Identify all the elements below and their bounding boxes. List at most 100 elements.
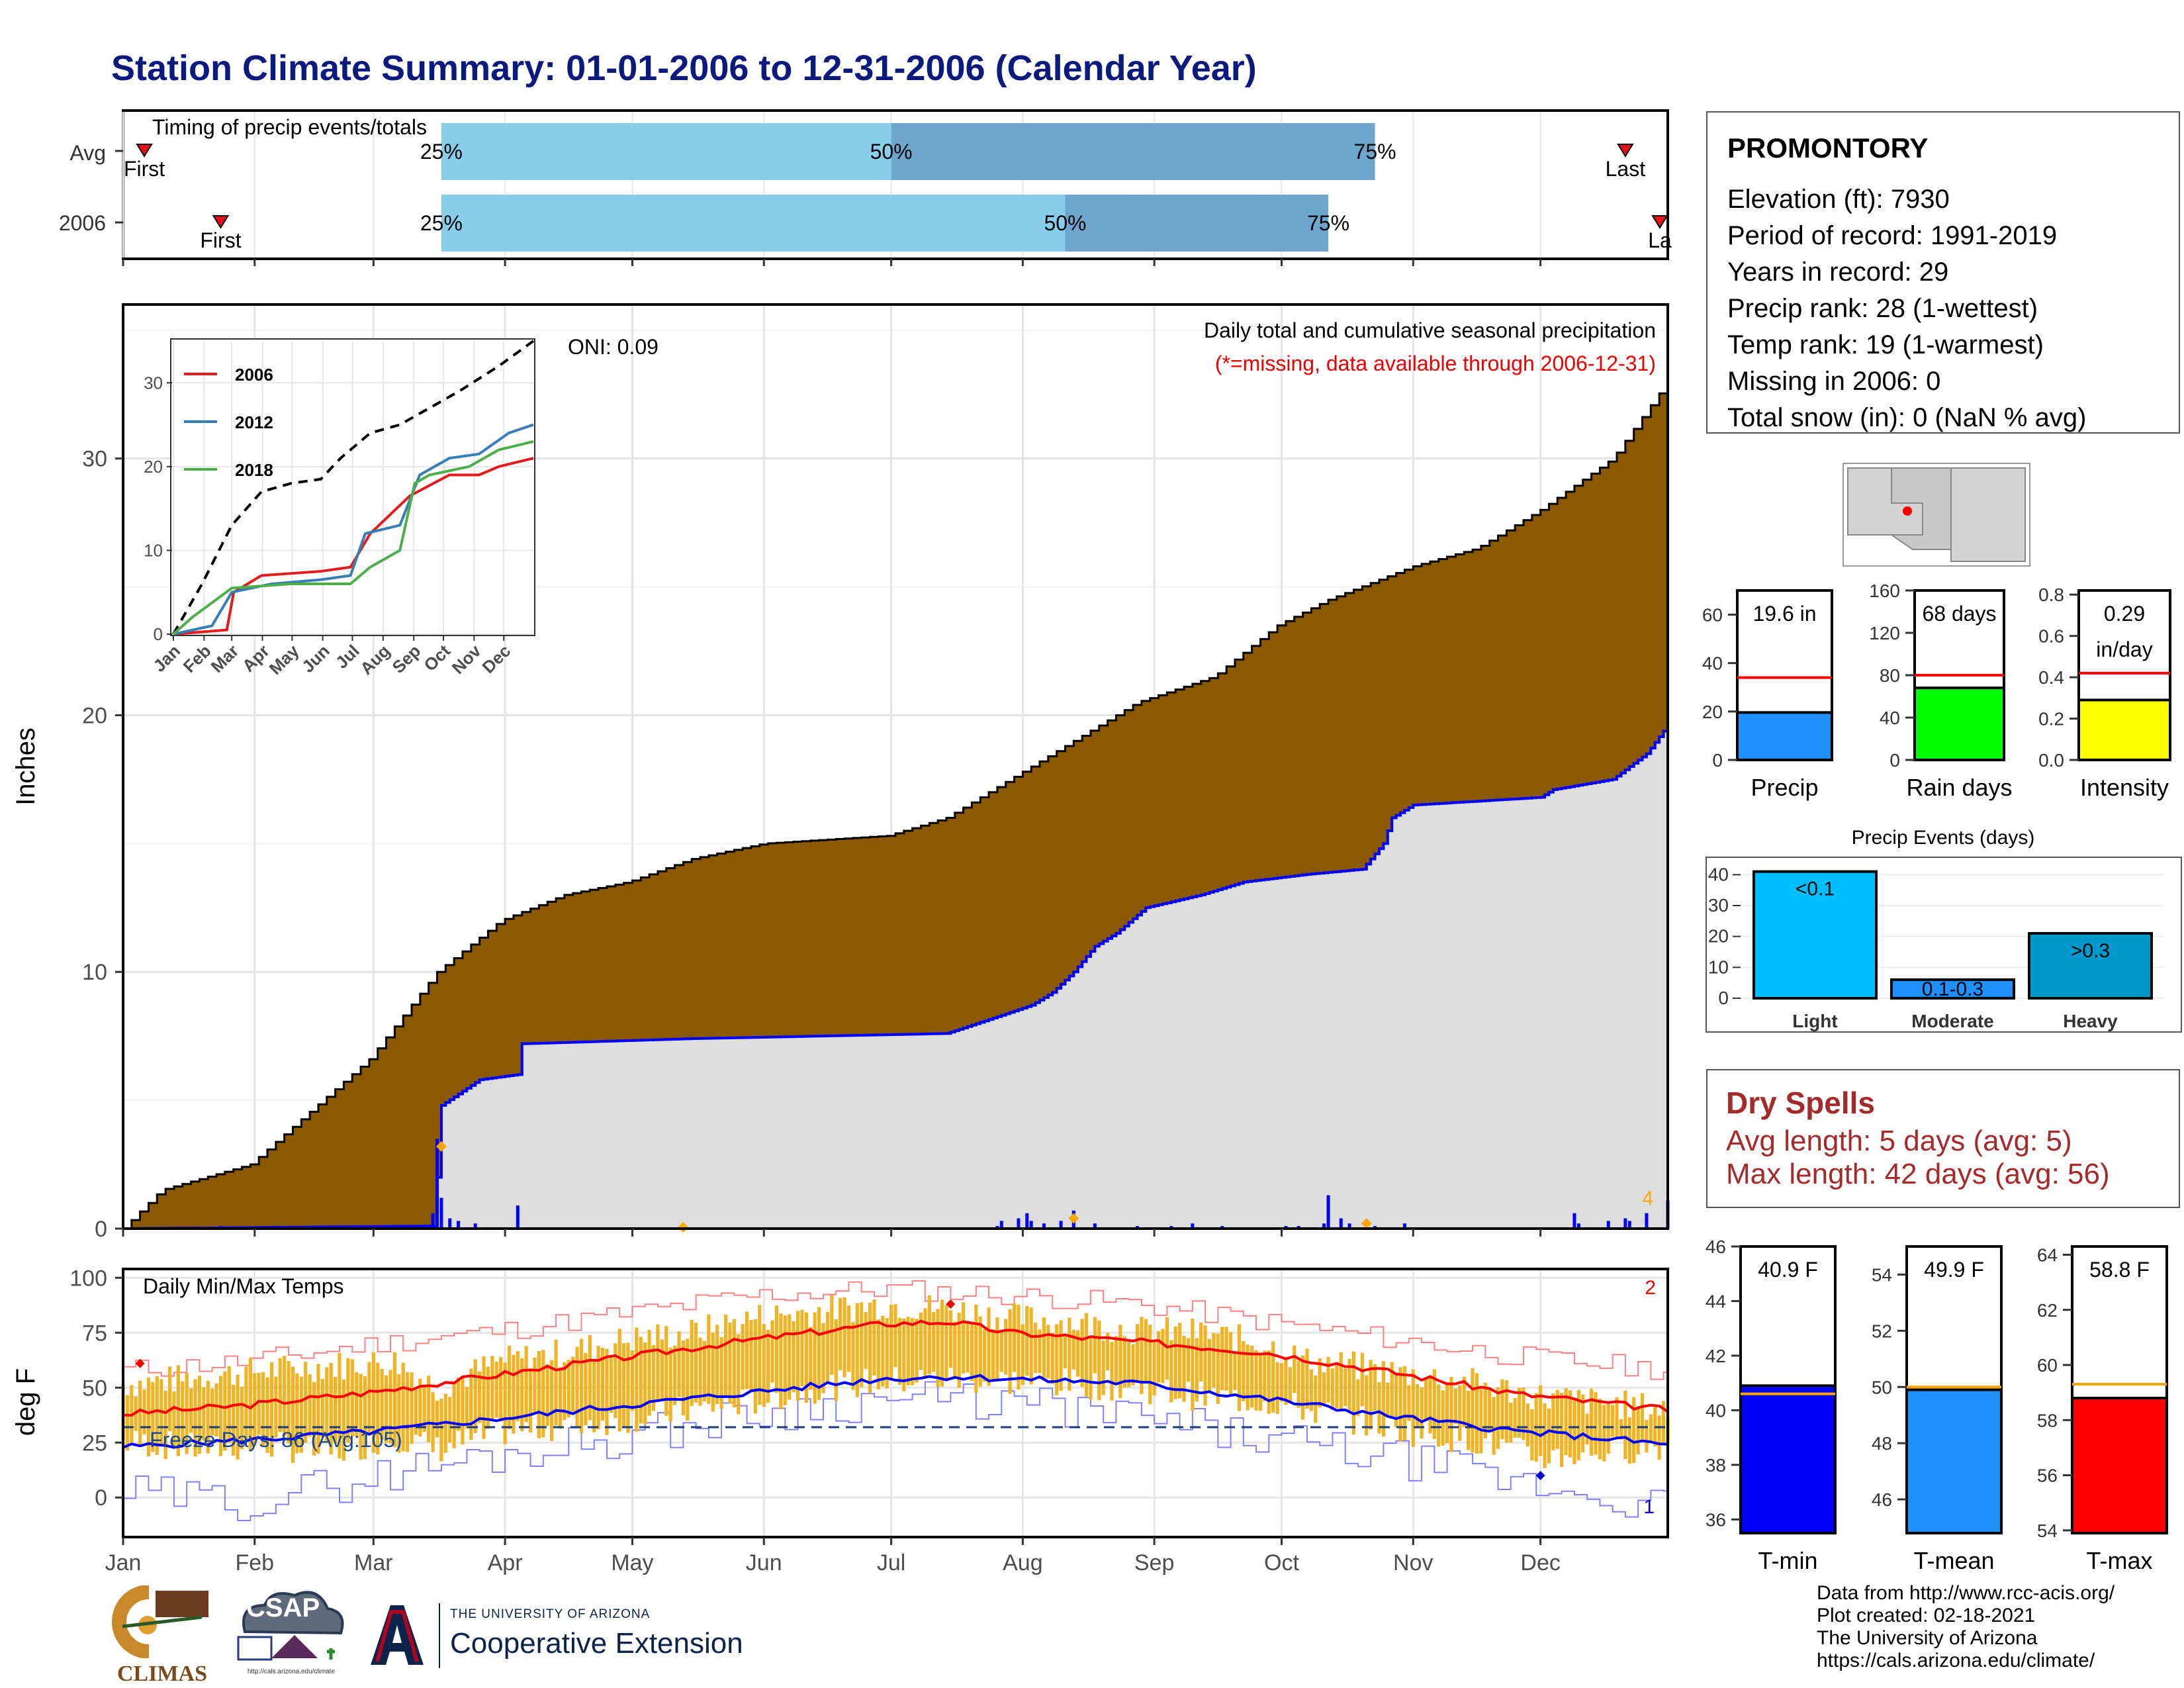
daily-temp-range-bar — [885, 1318, 889, 1389]
daily-temp-range-bar — [359, 1374, 363, 1460]
daily-temp-range-bar — [1657, 1415, 1661, 1460]
temp-y-ticks: 0 25 50 75 100 — [69, 1266, 123, 1511]
daily-temp-range-bar — [1564, 1387, 1568, 1456]
daily-temp-range-bar — [418, 1378, 422, 1437]
daily-temp-range-bar — [660, 1339, 664, 1400]
daily-temp-range-bar — [456, 1378, 461, 1431]
daily-temp-range-bar — [686, 1338, 690, 1421]
station-name: PROMONTORY — [1727, 132, 1929, 164]
daily-temp-range-bar — [792, 1321, 796, 1393]
daily-temp-range-bar — [635, 1327, 639, 1432]
daily-temp-range-bar — [163, 1390, 167, 1460]
daily-temp-range-bar — [346, 1358, 350, 1443]
precip-y-ticks: 0 10 20 30 — [82, 447, 1542, 1242]
csap-logo-text: CSAP — [246, 1593, 320, 1622]
daily-temp-range-bar — [223, 1371, 227, 1451]
stat-bar-y-tick-label: 64 — [2037, 1244, 2058, 1265]
daily-temp-range-bar — [825, 1311, 830, 1382]
daily-temp-range-bar — [1173, 1326, 1177, 1399]
daily-temp-range-bar — [860, 1302, 864, 1387]
daily-precip-bar — [1576, 1223, 1580, 1229]
daily-precip-bar — [1322, 1223, 1326, 1229]
daily-temp-range-bar — [427, 1376, 431, 1442]
daily-temp-range-bar — [1042, 1317, 1046, 1380]
daily-temp-range-bar — [138, 1380, 142, 1446]
daily-temp-range-bar — [1224, 1327, 1228, 1391]
temperature-panel: 0 25 50 75 100 Daily Min/Max Temps Freeze Da… — [11, 1266, 1670, 1538]
daily-temp-range-bar — [1216, 1333, 1220, 1404]
daily-temp-range-bar — [563, 1362, 567, 1421]
stat-bar-y-tick-label: 0 — [1712, 750, 1723, 771]
stat-bar-category-label: Precip — [1751, 774, 1818, 801]
daily-temp-range-bar — [881, 1315, 885, 1387]
stat-bar-y-tick-label: 56 — [2037, 1466, 2058, 1486]
daily-temp-range-bar — [1330, 1368, 1335, 1411]
daily-temp-range-bar — [1386, 1382, 1390, 1416]
daily-temp-range-bar — [1263, 1350, 1267, 1401]
events-bar-light — [1752, 870, 1878, 1000]
month-axis-label: May — [611, 1550, 653, 1575]
daily-temp-range-bar — [1619, 1419, 1623, 1440]
daily-temp-range-bar — [507, 1345, 512, 1429]
daily-precip-bar — [1627, 1221, 1631, 1229]
daily-temp-range-bar — [397, 1374, 401, 1453]
daily-temp-range-bar — [494, 1361, 498, 1418]
daily-temp-range-bar — [1530, 1409, 1534, 1461]
daily-temp-range-bar — [902, 1318, 906, 1391]
daily-temp-range-bar — [376, 1362, 380, 1455]
events-bar-heavy — [2028, 932, 2153, 1000]
daily-temp-range-bar — [1517, 1387, 1522, 1438]
daily-temp-range-bar — [176, 1365, 180, 1456]
events-y-tick-label: 10 — [1708, 957, 1729, 977]
events-y-tick-label: 0 — [1718, 988, 1729, 1008]
precip-y-tick-label: 10 — [82, 960, 107, 985]
daily-temp-range-bar — [923, 1308, 927, 1380]
daily-temp-range-bar — [872, 1299, 876, 1376]
daily-temp-range-bar — [707, 1314, 711, 1404]
daily-temp-range-bar — [1645, 1419, 1649, 1453]
stat-bar-t-min — [1739, 1384, 1837, 1534]
daily-temp-range-bar — [915, 1319, 919, 1383]
daily-temp-range-bar — [906, 1317, 910, 1385]
csap-logo: CSAP http://cals.arizona.edu/climate — [232, 1585, 351, 1685]
inset-line-2012 — [173, 423, 534, 635]
daily-temp-range-bar — [1297, 1360, 1300, 1408]
daily-temp-range-bar — [1373, 1364, 1377, 1411]
daily-temp-range-bar — [719, 1336, 723, 1409]
stat-bar-value-label: 58.8 F — [2089, 1258, 2150, 1282]
daily-temp-range-bar — [643, 1342, 647, 1425]
daily-temp-range-bar — [970, 1324, 974, 1382]
precip-panel: 0 10 20 30 Daily total and cumulative seaso… — [11, 303, 1670, 1242]
daily-temp-range-bar — [1122, 1336, 1126, 1388]
daily-temp-range-bar — [1093, 1317, 1097, 1374]
daily-temp-range-bar — [940, 1299, 944, 1387]
daily-temp-range-bar — [355, 1372, 359, 1436]
daily-temp-range-bar — [1365, 1375, 1369, 1436]
daily-temp-range-bar — [987, 1307, 991, 1386]
daily-temp-range-bar — [1148, 1325, 1152, 1405]
daily-temp-range-bar — [702, 1340, 707, 1402]
record-high-marker — [946, 1299, 956, 1309]
timing-bar-q2 — [441, 195, 1066, 252]
footer-website: https://cals.arizona.edu/climate/ — [1817, 1650, 2095, 1671]
daily-temp-range-bar — [567, 1360, 570, 1417]
daily-temp-range-bar — [851, 1322, 855, 1390]
daily-temp-range-bar — [800, 1309, 804, 1387]
daily-temp-range-bar — [1284, 1358, 1288, 1405]
daily-temp-range-bar — [953, 1321, 957, 1380]
station-precip-rank: Precip rank: 28 (1-wettest) — [1727, 294, 2038, 323]
timing-row-label-year: 2006 — [59, 211, 106, 235]
temp-max-count: 2 — [1645, 1277, 1656, 1299]
daily-temp-range-bar — [745, 1311, 749, 1389]
daily-temp-range-bar — [804, 1312, 808, 1403]
stat-bar-category-label: T-mean — [1913, 1547, 1994, 1574]
station-info-box: PROMONTORY Elevation (ft): 7930 Period o… — [1706, 111, 2180, 434]
daily-temp-range-bar — [172, 1391, 176, 1448]
daily-precip-bar — [1191, 1223, 1195, 1229]
daily-temp-range-bar — [983, 1329, 987, 1382]
stat-bar-y-tick-label: 0.0 — [2038, 750, 2064, 771]
daily-temp-range-bar — [371, 1352, 375, 1453]
daily-temp-range-bar — [605, 1348, 609, 1436]
daily-temp-range-bar — [482, 1356, 486, 1439]
daily-temp-range-bar — [1369, 1360, 1373, 1430]
